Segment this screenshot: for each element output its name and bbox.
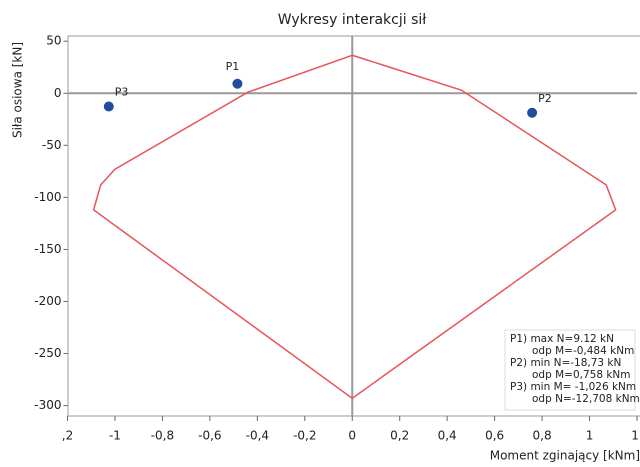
annotation: odp N=-12,708 kNm xyxy=(532,393,640,405)
y-tick-label: -50 xyxy=(42,138,62,152)
x-tick-label: 1 xyxy=(586,429,594,443)
y-tick-label: -250 xyxy=(34,346,61,360)
point-label: P1 xyxy=(226,60,240,73)
point xyxy=(527,107,538,118)
x-tick-label: 0,4 xyxy=(438,429,457,443)
y-tick-label: 0 xyxy=(54,86,62,100)
x-tick-label: ,2 xyxy=(62,429,73,443)
y-tick-label: -150 xyxy=(34,242,61,256)
x-tick-label: -0,4 xyxy=(246,429,269,443)
y-axis-title: Siła osiowa [kN] xyxy=(11,42,25,138)
annotation: odp M=-0,484 kNm xyxy=(532,345,634,357)
annotation: odp M=0,758 kNm xyxy=(532,369,631,381)
y-tick-label: -300 xyxy=(34,398,61,412)
y-tick-label: -200 xyxy=(34,294,61,308)
x-tick-label: 0,2 xyxy=(390,429,409,443)
point-label: P3 xyxy=(115,85,129,98)
interaction-curve xyxy=(92,54,617,400)
annotation: P3) min M= -1,026 kNm xyxy=(510,381,636,393)
x-tick-label: 0,6 xyxy=(485,429,504,443)
y-tick-label: -100 xyxy=(34,190,61,204)
y-tick-label: 50 xyxy=(46,34,61,48)
point xyxy=(232,78,243,89)
x-tick-label: -0,8 xyxy=(151,429,174,443)
annotation-box xyxy=(504,329,636,411)
annotation: P1) max N=9.12 kN xyxy=(510,333,614,345)
x-tick-label: -0,2 xyxy=(293,429,316,443)
annotation: P2) min N=-18,73 kN xyxy=(510,357,621,369)
x-tick-label: 0 xyxy=(348,429,356,443)
x-tick-label: -0,6 xyxy=(198,429,221,443)
chart-title: Wykresy interakcji sił xyxy=(278,12,426,28)
x-axis-title: Moment zginający [kNm] xyxy=(490,449,640,463)
plot-frame xyxy=(67,35,640,417)
x-tick-label: 0,8 xyxy=(533,429,552,443)
point-label: P2 xyxy=(538,92,552,105)
point xyxy=(103,101,114,112)
x-tick-label: -1 xyxy=(109,429,121,443)
x-tick-label: 1, xyxy=(631,429,640,443)
